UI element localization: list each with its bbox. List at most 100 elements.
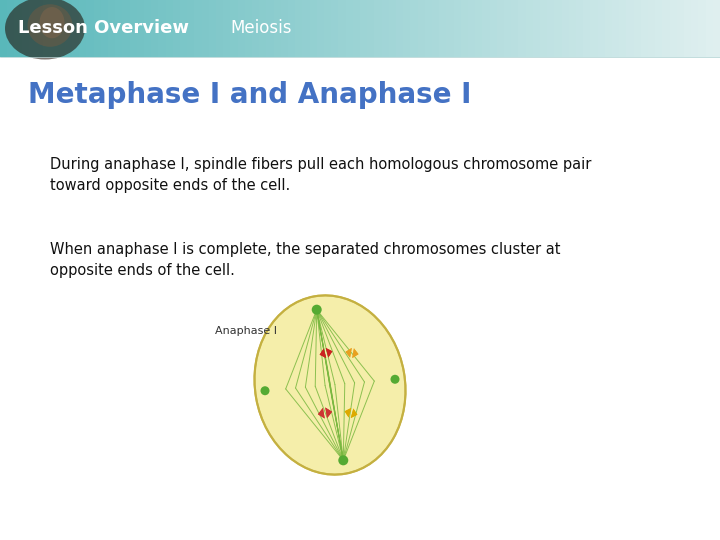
Bar [223, 0, 230, 57]
Bar [187, 0, 194, 57]
Bar [173, 0, 180, 57]
Bar [612, 0, 619, 57]
Bar [266, 0, 274, 57]
Bar [108, 0, 115, 57]
Bar [288, 0, 295, 57]
Bar [468, 0, 475, 57]
Bar [677, 0, 684, 57]
Bar [662, 0, 670, 57]
Ellipse shape [254, 295, 405, 475]
Bar [130, 0, 137, 57]
Bar [590, 0, 598, 57]
Bar [58, 0, 65, 57]
Bar [252, 0, 259, 57]
Bar [122, 0, 130, 57]
Bar [79, 0, 86, 57]
Text: When anaphase I is complete, the separated chromosomes cluster at
opposite ends : When anaphase I is complete, the separat… [50, 242, 560, 278]
Polygon shape [325, 348, 333, 357]
Polygon shape [318, 408, 325, 418]
Bar [410, 0, 418, 57]
Bar [245, 0, 252, 57]
Bar [367, 0, 374, 57]
Bar [439, 0, 446, 57]
Bar [29, 0, 36, 57]
Polygon shape [320, 348, 326, 358]
Polygon shape [352, 348, 359, 358]
Bar [353, 0, 360, 57]
Bar [209, 0, 216, 57]
Text: Lesson Overview: Lesson Overview [18, 19, 189, 37]
Polygon shape [345, 408, 351, 417]
Polygon shape [346, 348, 352, 357]
Bar [43, 0, 50, 57]
Bar [562, 0, 569, 57]
Bar [706, 0, 713, 57]
Bar [94, 0, 101, 57]
Ellipse shape [312, 305, 322, 315]
Bar [461, 0, 468, 57]
Bar [569, 0, 576, 57]
Bar [65, 0, 72, 57]
Ellipse shape [27, 4, 73, 47]
Bar [396, 0, 403, 57]
Bar [295, 0, 302, 57]
Bar [526, 0, 533, 57]
Bar [281, 0, 288, 57]
Bar [670, 0, 677, 57]
Text: Meiosis: Meiosis [230, 19, 292, 37]
Bar [22, 0, 29, 57]
Bar [389, 0, 396, 57]
Bar [446, 0, 454, 57]
Bar [230, 0, 238, 57]
Bar [605, 0, 612, 57]
Bar [310, 0, 317, 57]
Polygon shape [325, 348, 333, 357]
Bar [216, 0, 223, 57]
Bar [302, 0, 310, 57]
Bar [14, 0, 22, 57]
Polygon shape [320, 348, 326, 358]
Bar [475, 0, 482, 57]
Bar [518, 0, 526, 57]
Bar [533, 0, 540, 57]
Bar [72, 0, 79, 57]
Bar [418, 0, 425, 57]
Polygon shape [352, 348, 359, 358]
Ellipse shape [40, 7, 65, 38]
Bar [166, 0, 173, 57]
Bar [338, 0, 346, 57]
Polygon shape [351, 408, 357, 418]
Ellipse shape [5, 0, 85, 59]
Bar [454, 0, 461, 57]
Bar [511, 0, 518, 57]
Bar [346, 0, 353, 57]
Bar [691, 0, 698, 57]
Bar [259, 0, 266, 57]
Bar [583, 0, 590, 57]
Bar [331, 0, 338, 57]
Bar [101, 0, 108, 57]
Bar [698, 0, 706, 57]
Bar [158, 0, 166, 57]
Bar [0, 0, 7, 57]
Bar [547, 0, 554, 57]
Polygon shape [351, 408, 357, 418]
Bar [144, 0, 151, 57]
Polygon shape [318, 408, 325, 418]
Text: Anaphase I: Anaphase I [215, 326, 277, 336]
Bar [194, 0, 202, 57]
Text: During anaphase I, spindle fibers pull each homologous chromosome pair
toward op: During anaphase I, spindle fibers pull e… [50, 157, 591, 193]
Bar [317, 0, 324, 57]
Bar [497, 0, 504, 57]
Polygon shape [346, 348, 352, 357]
Bar [324, 0, 331, 57]
Bar [403, 0, 410, 57]
Bar [641, 0, 648, 57]
Bar [274, 0, 281, 57]
Polygon shape [325, 408, 332, 418]
Ellipse shape [338, 455, 348, 465]
Bar [619, 0, 626, 57]
Bar [36, 0, 43, 57]
Bar [432, 0, 439, 57]
Ellipse shape [261, 386, 269, 395]
